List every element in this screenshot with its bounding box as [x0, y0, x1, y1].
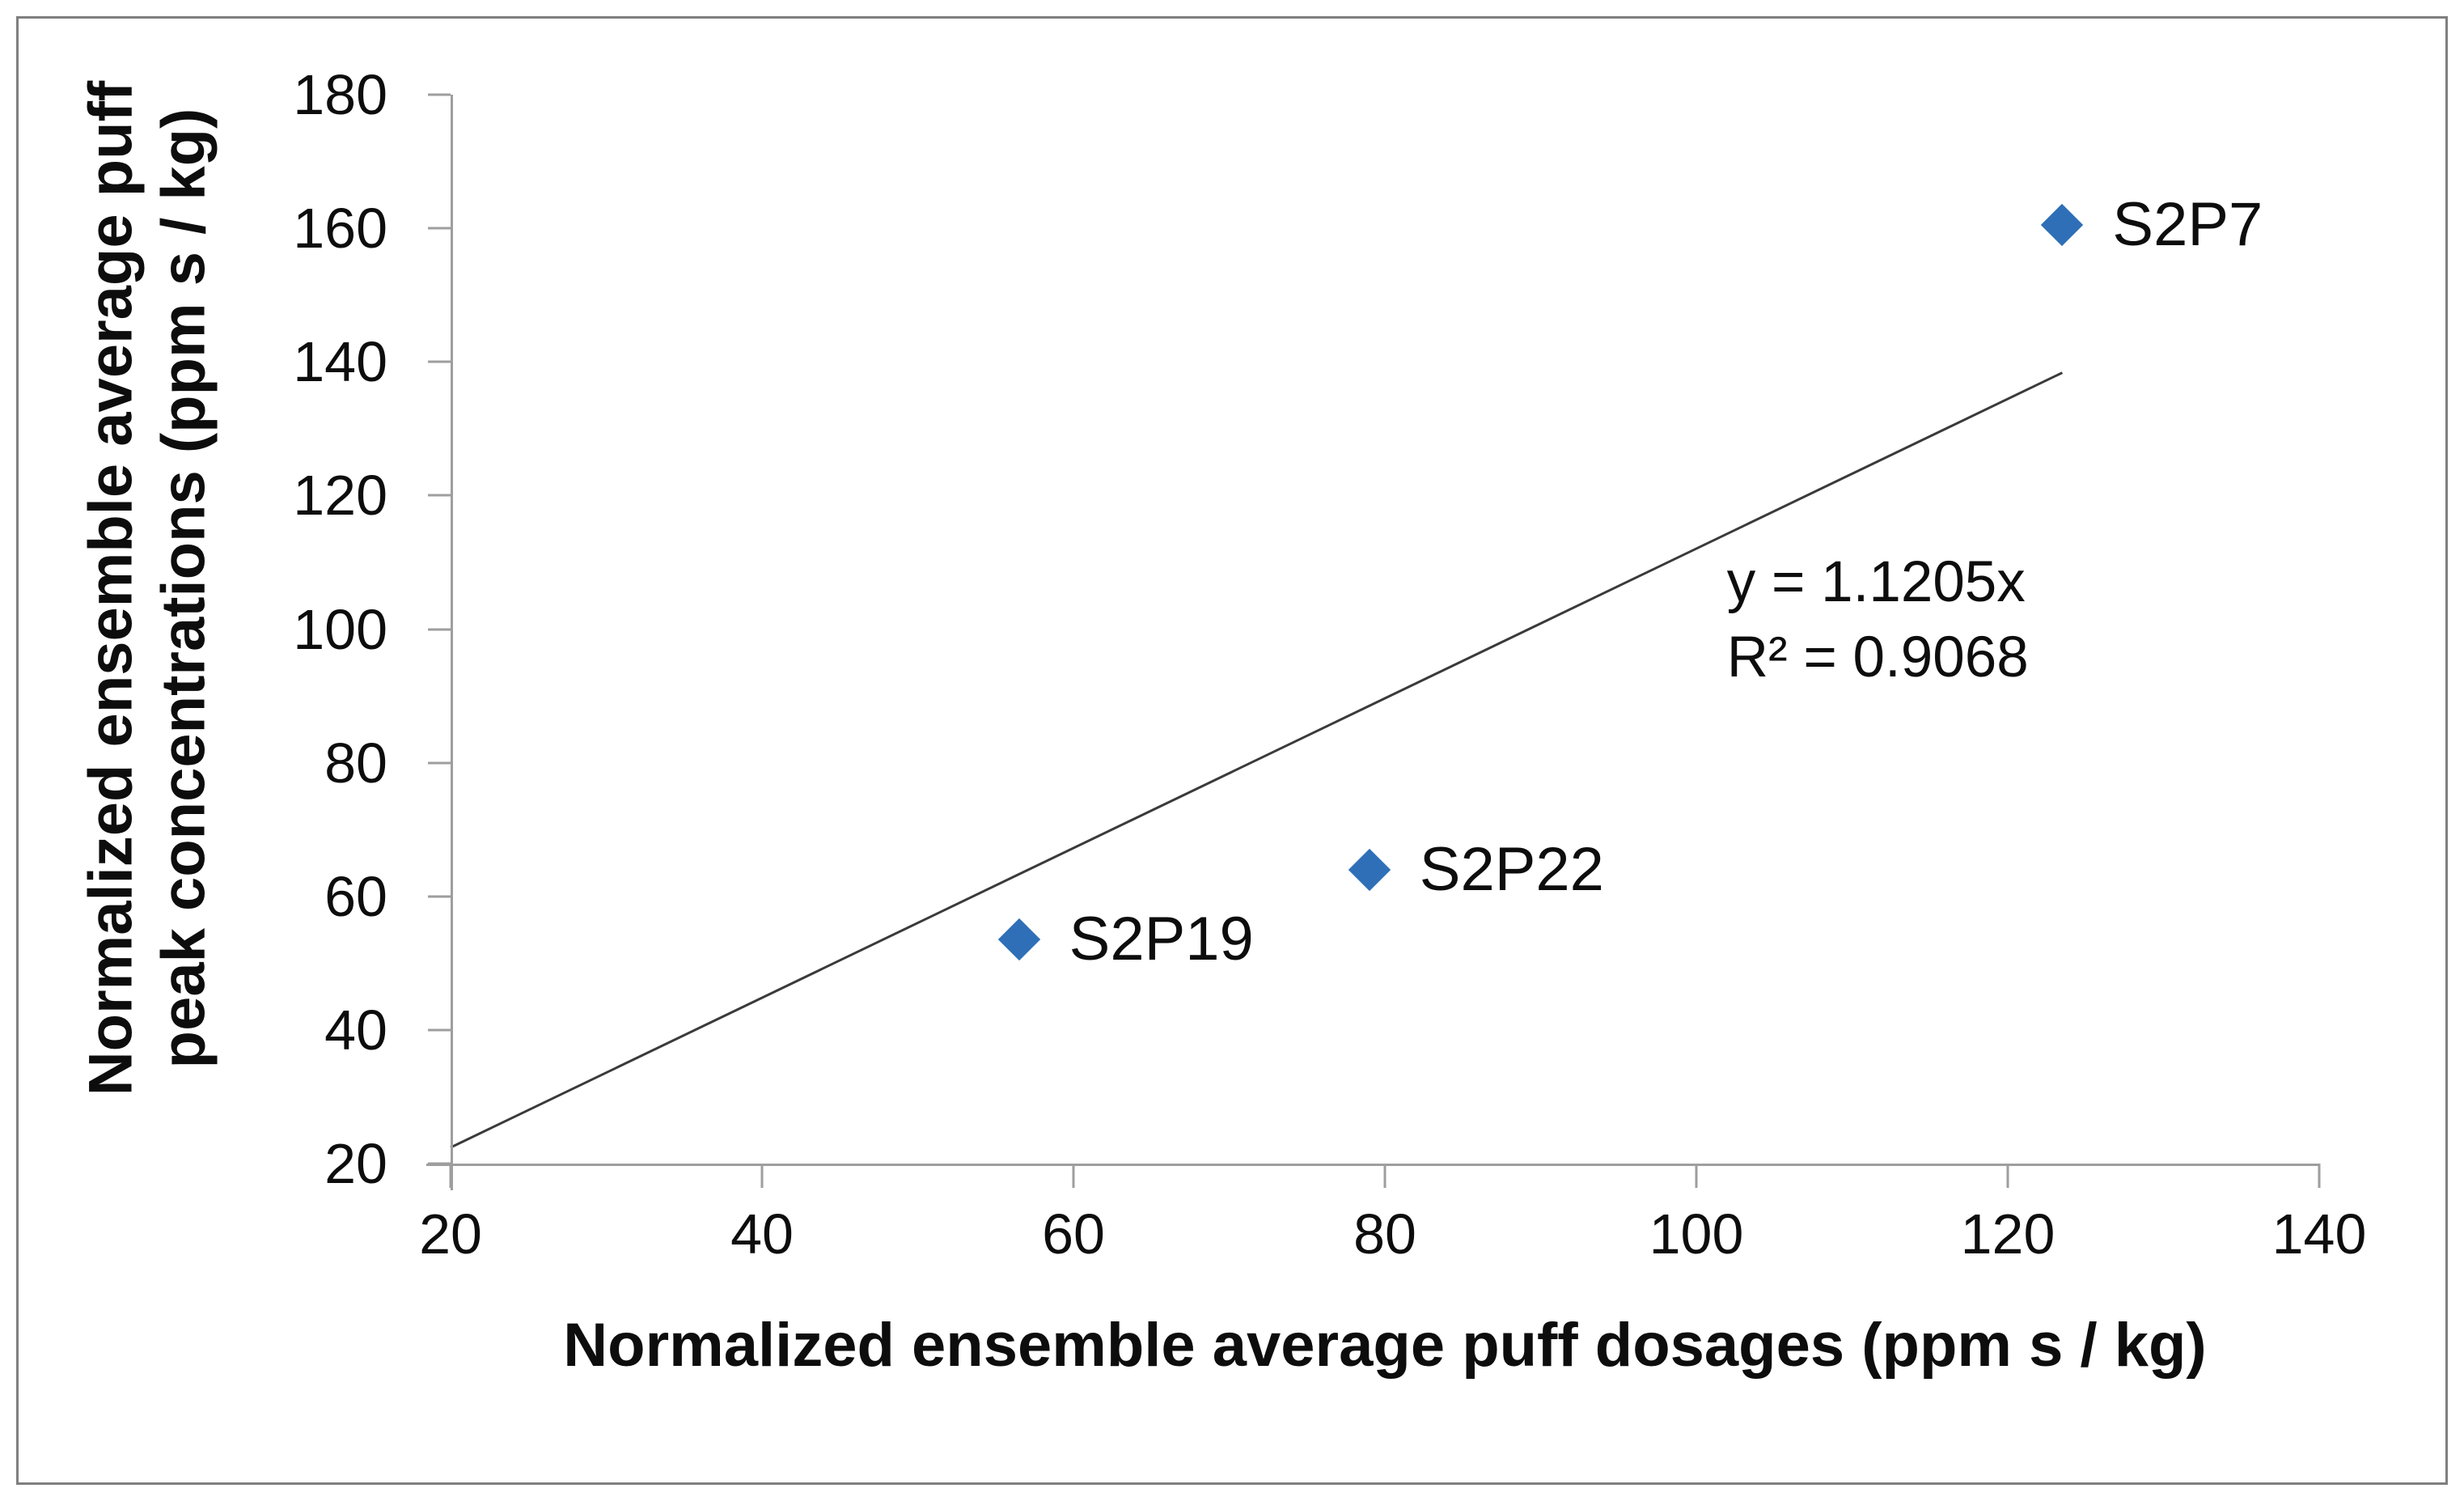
- x-axis-line: [426, 1164, 2319, 1166]
- x-tick-mark: [2006, 1164, 2009, 1188]
- data-point-label: S2P7: [2112, 189, 2263, 259]
- x-tick-label: 40: [730, 1202, 794, 1266]
- y-axis-title: Normalized ensemble average puff peak co…: [74, 81, 219, 1096]
- x-axis-title: Normalized ensemble average puff dosages…: [563, 1311, 2207, 1380]
- x-tick-label: 140: [2271, 1202, 2367, 1266]
- data-point-label: S2P22: [1419, 834, 1604, 904]
- y-tick-mark: [428, 1028, 451, 1032]
- y-tick-label: 140: [293, 330, 387, 394]
- x-tick-mark: [1072, 1164, 1075, 1188]
- x-tick-label: 20: [419, 1202, 482, 1266]
- x-tick-mark: [1383, 1164, 1387, 1188]
- y-tick-mark: [428, 761, 451, 765]
- y-tick-mark: [428, 93, 451, 96]
- x-tick-label: 120: [1960, 1202, 2055, 1266]
- y-tick-mark: [428, 227, 451, 230]
- trendline-equation-text: y = 1.1205x: [1726, 550, 2026, 615]
- y-tick-label: 60: [324, 864, 387, 928]
- x-tick-mark: [1695, 1164, 1698, 1188]
- y-tick-label: 20: [324, 1132, 387, 1195]
- trendline-equation: y = 1.1205x R² = 0.9068: [1727, 545, 2029, 695]
- y-tick-label: 180: [293, 63, 387, 126]
- x-tick-mark: [449, 1164, 452, 1188]
- data-point-label: S2P19: [1069, 905, 1254, 974]
- y-axis-title-line1: Normalized ensemble average puff: [76, 80, 146, 1096]
- x-tick-label: 60: [1042, 1202, 1105, 1266]
- y-tick-label: 40: [324, 998, 387, 1062]
- x-tick-label: 80: [1353, 1202, 1416, 1266]
- plot-area: y = 1.1205x R² = 0.9068 20 40 60 80 100 120 14…: [293, 66, 2366, 1262]
- y-tick-mark: [428, 1162, 451, 1165]
- trendline-r-squared-text: R² = 0.9068: [1726, 625, 2029, 689]
- y-tick-mark: [428, 360, 451, 363]
- y-axis-line: [451, 95, 453, 1190]
- x-tick-mark: [2318, 1164, 2321, 1188]
- y-tick-mark: [428, 895, 451, 898]
- y-tick-mark: [428, 494, 451, 497]
- y-tick-label: 160: [293, 197, 387, 261]
- y-axis-title-line2: peak concentrations (ppm s / kg): [149, 108, 218, 1069]
- trendline: [451, 95, 2319, 1164]
- y-tick-mark: [428, 628, 451, 630]
- x-tick-label: 100: [1649, 1202, 1744, 1266]
- figure-border: [16, 16, 2448, 1485]
- y-tick-label: 120: [293, 464, 387, 528]
- y-tick-label: 100: [293, 597, 387, 661]
- y-tick-label: 80: [324, 731, 387, 795]
- x-tick-mark: [760, 1164, 764, 1188]
- trendline-segment: [451, 373, 2062, 1147]
